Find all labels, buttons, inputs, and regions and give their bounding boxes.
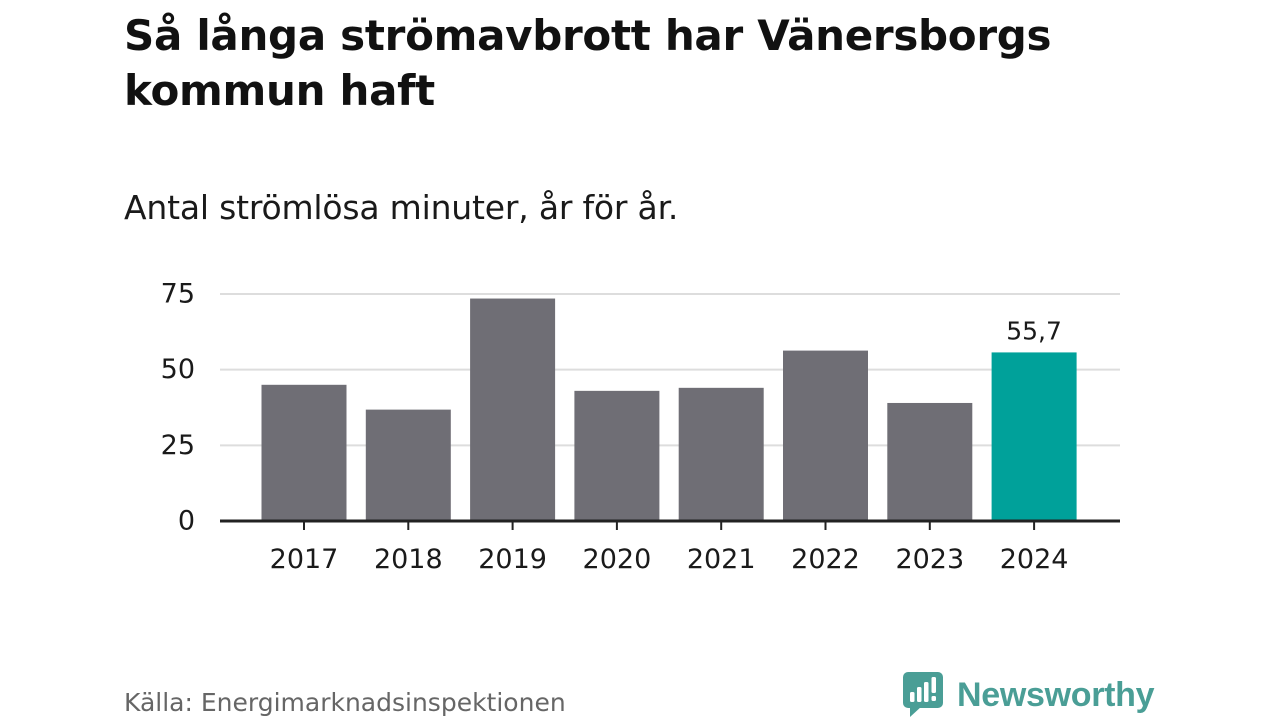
- brand: Newsworthy: [903, 672, 1155, 718]
- y-tick-label-50: 50: [161, 354, 195, 385]
- x-tick-label-2019: 2019: [478, 544, 547, 575]
- chart-title: Så långa strömavbrott har Vänersborgs ko…: [124, 11, 1052, 115]
- y-tick-label-75: 75: [161, 279, 195, 310]
- x-tick-label-2023: 2023: [895, 544, 964, 575]
- bar-chart: 0 25 50 75 2017 2018 2019 2020 2021 2022 2023 2024 5…: [161, 279, 1120, 575]
- x-tick-label-2018: 2018: [374, 544, 443, 575]
- x-tick-label-2021: 2021: [687, 544, 756, 575]
- data-label-2024: 55,7: [1006, 316, 1062, 345]
- bar-2019: [470, 298, 556, 521]
- bar-2022: [783, 350, 868, 521]
- x-tick-label-2024: 2024: [1000, 544, 1069, 575]
- bar-2021: [678, 387, 764, 521]
- bar-2024: [991, 352, 1077, 521]
- bar-2020: [574, 390, 660, 521]
- chart-subtitle: Antal strömlösa minuter, år för år.: [124, 188, 679, 227]
- bar-2017: [261, 384, 347, 521]
- bar-2023: [887, 402, 973, 521]
- brand-name: Newsworthy: [957, 675, 1155, 714]
- newsworthy-logo-icon: [903, 672, 943, 717]
- y-tick-label-0: 0: [178, 506, 195, 537]
- x-tick-label-2017: 2017: [270, 544, 339, 575]
- x-tick-label-2020: 2020: [583, 544, 652, 575]
- bar-2018: [365, 409, 451, 521]
- y-tick-label-25: 25: [161, 430, 195, 461]
- x-tick-label-2022: 2022: [791, 544, 860, 575]
- source-note: Källa: Energimarknadsinspektionen: [124, 688, 566, 717]
